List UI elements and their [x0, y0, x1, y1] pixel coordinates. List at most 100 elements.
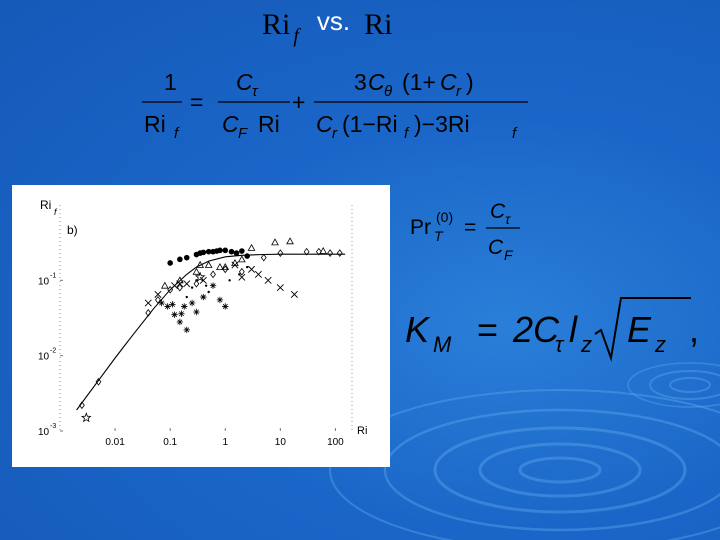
equation-prandtl: Pr T (0) = C τ C F	[410, 200, 520, 262]
eq3-equals: =	[477, 309, 498, 350]
data-point-asterisk	[169, 301, 176, 308]
data-point-cross	[276, 284, 284, 292]
data-point-circle	[222, 247, 229, 254]
data-point-dot	[228, 279, 231, 282]
data-point-circle	[183, 254, 190, 261]
title-ri-f: Ri	[262, 8, 291, 41]
data-point-asterisk	[222, 303, 229, 310]
title-vs: vs.	[316, 6, 351, 36]
model-curve	[76, 253, 346, 411]
data-point-dot	[195, 279, 198, 282]
data-point-triangle	[286, 237, 294, 245]
title-ri: Ri	[364, 8, 393, 41]
data-point-diamond	[145, 308, 152, 317]
y-tick-exponent: -2	[50, 348, 56, 355]
scatter-plot-panel: 0.01 0.1 1 10 100 10 -3 10 -2 10 -1 b) Ri f Ri	[12, 185, 390, 467]
eq2-lhs-sub: T	[434, 228, 444, 244]
x-tick-label: 0.1	[163, 437, 177, 448]
data-point-diamond	[315, 247, 322, 256]
data-point-cross	[231, 261, 239, 269]
data-point-cross	[144, 299, 152, 307]
data-point-diamond	[210, 270, 216, 279]
data-point-triangle	[271, 238, 279, 246]
eq3-coef-sub: τ	[555, 332, 565, 357]
data-point-cross	[171, 282, 179, 290]
eq3-l: l	[569, 309, 578, 350]
equation-ri-f: 1 Ri f = C τ C F Ri + 3 C θ (1+ C r ) C …	[142, 69, 528, 142]
data-point-diamond	[327, 249, 333, 257]
data-point-dot	[204, 284, 208, 287]
data-point-star	[80, 412, 92, 423]
eq1-t2-num-b-sub: θ	[384, 83, 392, 100]
eq2-den-sub: F	[504, 247, 514, 262]
eq1-t2-den-b-sub: f	[404, 125, 410, 142]
data-point-asterisk	[209, 282, 217, 289]
eq2-lhs-sup: (0)	[436, 209, 453, 225]
eq3-rad-sub: z	[654, 332, 666, 357]
data-point-dot	[185, 295, 188, 299]
data-point-triangle	[196, 260, 205, 268]
data-point-cross	[183, 280, 191, 288]
data-point-diamond	[222, 265, 229, 274]
data-point-triangle	[192, 267, 201, 275]
data-point-asterisk	[200, 293, 207, 301]
slide-title: Ri f vs. Ri	[262, 6, 462, 47]
eq3-lhs-sub: M	[433, 332, 452, 357]
data-point-circle	[228, 248, 235, 255]
x-tick-label: 10	[275, 437, 287, 448]
eq1-t2-num-b: C	[368, 69, 385, 95]
x-tick-label: 1	[222, 437, 228, 448]
data-point-dot	[190, 286, 194, 289]
x-tick-label: 100	[327, 437, 344, 448]
eq2-den: C	[488, 236, 504, 259]
data-point-diamond	[176, 283, 183, 292]
eq3-sqrt-sign	[594, 297, 691, 362]
data-point-circle	[217, 247, 223, 254]
data-point-triangle	[247, 243, 256, 251]
data-point-circle	[233, 250, 240, 256]
data-point-triangle	[175, 276, 184, 284]
data-point-dot	[238, 273, 241, 276]
eq1-t2-num-c: (1+	[402, 69, 436, 95]
eq1-t2-den-c: )−3Ri	[414, 111, 470, 137]
data-point-circle	[177, 256, 183, 263]
eq2-num-sub: τ	[505, 211, 511, 227]
data-point-circle	[167, 260, 173, 266]
eq1-t2-den-c-sub: f	[512, 125, 518, 142]
data-point-triangle	[216, 263, 224, 271]
eq1-t1-den: C	[222, 111, 239, 137]
data-point-asterisk	[158, 299, 165, 307]
data-point-cross	[154, 290, 162, 298]
eq3-rad: E	[627, 309, 652, 350]
data-point-cross	[264, 276, 272, 284]
model-curve-layer	[76, 253, 346, 411]
y-tick-exponent: -3	[50, 423, 56, 430]
y-tick-label: 10	[38, 352, 50, 363]
eq1-t2-den-a-sub: r	[332, 125, 338, 142]
eq1-t2-den-a: C	[316, 111, 333, 137]
data-point-cross	[176, 280, 184, 288]
data-point-triangle	[221, 263, 230, 271]
eq1-lhs-den-sub: f	[174, 125, 180, 142]
eq1-t2-num-d-sub: r	[456, 83, 462, 100]
eq1-t1-den-tail: Ri	[258, 111, 280, 137]
y-tick-exponent: -1	[50, 272, 56, 279]
data-point-diamond	[79, 401, 85, 410]
data-points-layer	[79, 237, 343, 423]
data-point-circle	[239, 248, 245, 254]
data-point-diamond	[277, 249, 284, 257]
data-point-asterisk	[216, 296, 224, 304]
x-tick-label: 0.01	[105, 437, 125, 448]
eq3-comma: ,	[689, 309, 699, 350]
x-axis-label: Ri	[357, 425, 367, 437]
eq3-l-sub: z	[580, 332, 592, 357]
data-point-asterisk	[181, 303, 188, 310]
equation-eddy-viscosity: K M = 2C τ l z E z ,	[405, 297, 699, 362]
panel-label: b)	[67, 223, 78, 237]
data-point-triangle	[237, 255, 246, 263]
data-point-asterisk	[178, 310, 185, 317]
data-point-cross	[290, 290, 298, 298]
data-point-diamond	[260, 253, 267, 262]
